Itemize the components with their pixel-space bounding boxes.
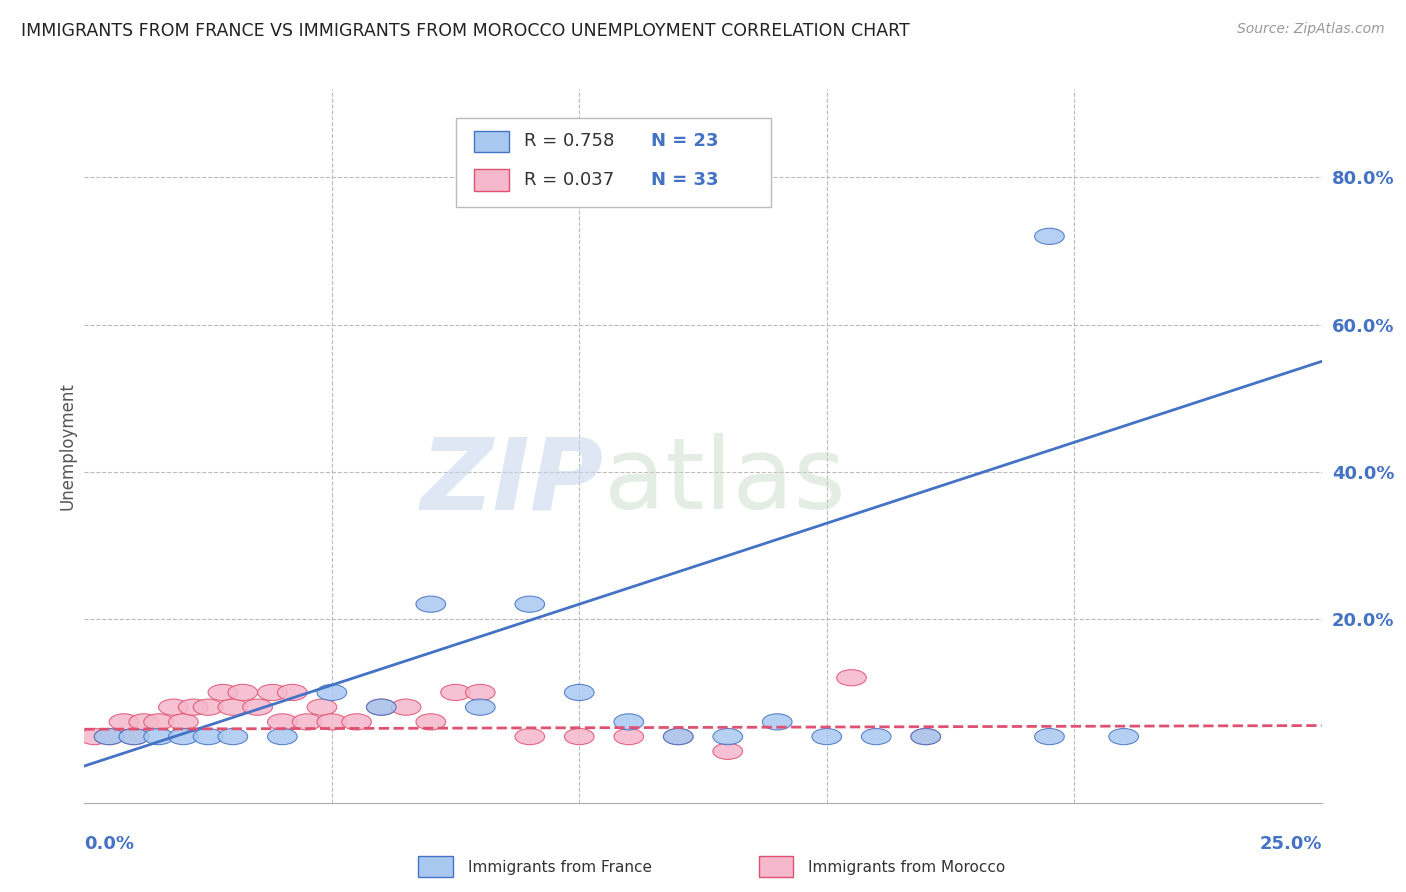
FancyBboxPatch shape xyxy=(474,169,509,191)
Ellipse shape xyxy=(307,699,337,715)
Ellipse shape xyxy=(416,596,446,612)
Ellipse shape xyxy=(143,729,173,745)
Ellipse shape xyxy=(465,684,495,700)
Ellipse shape xyxy=(911,729,941,745)
Ellipse shape xyxy=(120,729,149,745)
Ellipse shape xyxy=(120,729,149,745)
Ellipse shape xyxy=(169,714,198,730)
Text: 0.0%: 0.0% xyxy=(84,835,135,853)
Ellipse shape xyxy=(159,699,188,715)
Ellipse shape xyxy=(292,714,322,730)
Text: R = 0.758: R = 0.758 xyxy=(523,132,614,150)
Ellipse shape xyxy=(228,684,257,700)
Ellipse shape xyxy=(169,729,198,745)
Ellipse shape xyxy=(267,729,297,745)
Ellipse shape xyxy=(257,684,287,700)
Ellipse shape xyxy=(515,596,544,612)
Ellipse shape xyxy=(208,684,238,700)
Ellipse shape xyxy=(391,699,420,715)
Ellipse shape xyxy=(218,699,247,715)
Ellipse shape xyxy=(94,729,124,745)
Ellipse shape xyxy=(1035,729,1064,745)
Text: Immigrants from Morocco: Immigrants from Morocco xyxy=(808,860,1005,874)
Ellipse shape xyxy=(316,714,347,730)
Ellipse shape xyxy=(614,714,644,730)
Ellipse shape xyxy=(515,729,544,745)
Ellipse shape xyxy=(143,714,173,730)
Ellipse shape xyxy=(564,729,595,745)
Ellipse shape xyxy=(1109,729,1139,745)
Ellipse shape xyxy=(664,729,693,745)
Ellipse shape xyxy=(465,699,495,715)
Y-axis label: Unemployment: Unemployment xyxy=(58,382,76,510)
Ellipse shape xyxy=(440,684,471,700)
Ellipse shape xyxy=(762,714,792,730)
Ellipse shape xyxy=(811,729,842,745)
Ellipse shape xyxy=(193,699,224,715)
FancyBboxPatch shape xyxy=(419,855,453,877)
Ellipse shape xyxy=(129,714,159,730)
Ellipse shape xyxy=(1035,228,1064,244)
FancyBboxPatch shape xyxy=(759,855,793,877)
FancyBboxPatch shape xyxy=(474,130,509,152)
Ellipse shape xyxy=(94,729,124,745)
Ellipse shape xyxy=(110,714,139,730)
Text: atlas: atlas xyxy=(605,434,845,530)
Text: 25.0%: 25.0% xyxy=(1260,835,1322,853)
Ellipse shape xyxy=(79,729,110,745)
Text: Source: ZipAtlas.com: Source: ZipAtlas.com xyxy=(1237,22,1385,37)
Ellipse shape xyxy=(367,699,396,715)
Text: Immigrants from France: Immigrants from France xyxy=(468,860,652,874)
Ellipse shape xyxy=(911,729,941,745)
Ellipse shape xyxy=(342,714,371,730)
Ellipse shape xyxy=(179,699,208,715)
Text: N = 23: N = 23 xyxy=(651,132,718,150)
FancyBboxPatch shape xyxy=(456,118,770,207)
Text: R = 0.037: R = 0.037 xyxy=(523,171,614,189)
Ellipse shape xyxy=(267,714,297,730)
Ellipse shape xyxy=(218,729,247,745)
Text: IMMIGRANTS FROM FRANCE VS IMMIGRANTS FROM MOROCCO UNEMPLOYMENT CORRELATION CHART: IMMIGRANTS FROM FRANCE VS IMMIGRANTS FRO… xyxy=(21,22,910,40)
Ellipse shape xyxy=(316,684,347,700)
Text: ZIP: ZIP xyxy=(420,434,605,530)
Ellipse shape xyxy=(416,714,446,730)
Ellipse shape xyxy=(614,729,644,745)
Ellipse shape xyxy=(277,684,307,700)
Ellipse shape xyxy=(862,729,891,745)
Ellipse shape xyxy=(243,699,273,715)
Ellipse shape xyxy=(193,729,224,745)
Ellipse shape xyxy=(564,684,595,700)
Text: N = 33: N = 33 xyxy=(651,171,718,189)
Ellipse shape xyxy=(837,670,866,686)
Ellipse shape xyxy=(713,743,742,759)
Ellipse shape xyxy=(713,729,742,745)
Ellipse shape xyxy=(664,729,693,745)
Ellipse shape xyxy=(367,699,396,715)
